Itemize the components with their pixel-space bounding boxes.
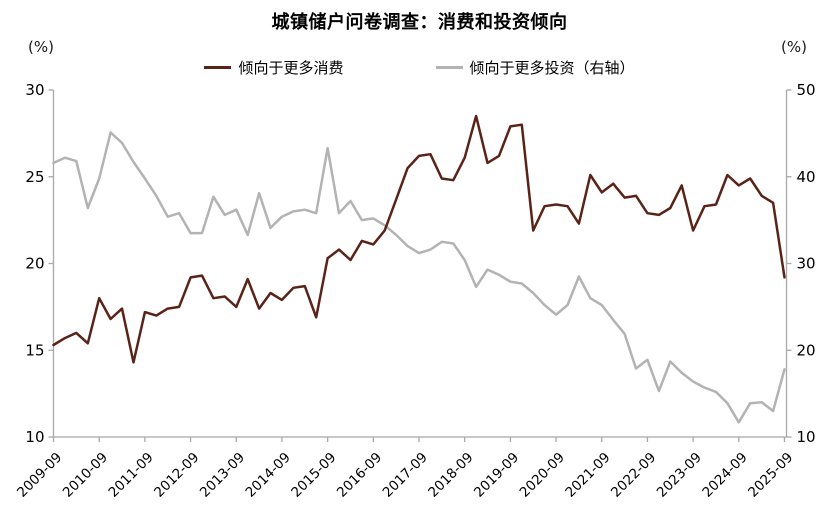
right-axis-tick-label: 30 bbox=[797, 255, 816, 273]
left-axis-tick-label: 25 bbox=[25, 168, 44, 186]
x-axis-tick-label: 2010-09 bbox=[60, 450, 111, 501]
x-axis-tick-label: 2014-09 bbox=[243, 450, 294, 501]
right-axis-tick-label: 50 bbox=[797, 81, 816, 99]
legend-item-consumption: 倾向于更多消费 bbox=[204, 57, 344, 78]
x-axis-tick-label: 2018-09 bbox=[425, 450, 476, 501]
x-axis-tick-label: 2017-09 bbox=[380, 450, 431, 501]
consumption-line-swatch bbox=[204, 66, 232, 69]
left-axis-tick-label: 30 bbox=[25, 81, 44, 99]
chart-legend: 倾向于更多消费 倾向于更多投资（右轴） bbox=[0, 57, 839, 78]
investment-line-swatch bbox=[435, 66, 463, 69]
consumption-line bbox=[52, 114, 786, 364]
legend-label-consumption: 倾向于更多消费 bbox=[238, 59, 344, 77]
x-axis-tick-label: 2013-09 bbox=[197, 450, 248, 501]
right-axis-tick-label: 10 bbox=[797, 428, 816, 446]
x-axis-tick-label: 2012-09 bbox=[151, 450, 202, 501]
left-axis-unit: (%) bbox=[28, 38, 54, 56]
x-axis-tick-label: 2021-09 bbox=[562, 450, 613, 501]
left-axis-tick-label: 15 bbox=[25, 341, 44, 359]
right-axis-tick-label: 20 bbox=[797, 341, 816, 359]
x-axis-tick-label: 2025-09 bbox=[745, 450, 796, 501]
x-axis-tick-label: 2016-09 bbox=[334, 450, 385, 501]
x-axis-tick-label: 2020-09 bbox=[517, 450, 568, 501]
x-axis-tick-label: 2009-09 bbox=[14, 450, 65, 501]
right-axis-tick-label: 40 bbox=[797, 168, 816, 186]
x-axis-tick-label: 2022-09 bbox=[608, 450, 659, 501]
x-axis-tick-label: 2011-09 bbox=[106, 450, 157, 501]
x-axis-tick-label: 2015-09 bbox=[288, 450, 339, 501]
left-axis-tick-label: 20 bbox=[25, 255, 44, 273]
legend-label-investment: 倾向于更多投资（右轴） bbox=[469, 59, 635, 77]
left-axis-tick-label: 10 bbox=[25, 428, 44, 446]
x-axis-tick-label: 2024-09 bbox=[699, 450, 750, 501]
chart-title: 城镇储户问卷调查：消费和投资倾向 bbox=[271, 12, 568, 33]
x-axis-tick-label: 2023-09 bbox=[654, 450, 705, 501]
legend-item-investment: 倾向于更多投资（右轴） bbox=[435, 57, 635, 78]
x-axis-tick-label: 2019-09 bbox=[471, 450, 522, 501]
right-axis-unit: (%) bbox=[781, 38, 807, 56]
investment-line bbox=[52, 131, 786, 424]
